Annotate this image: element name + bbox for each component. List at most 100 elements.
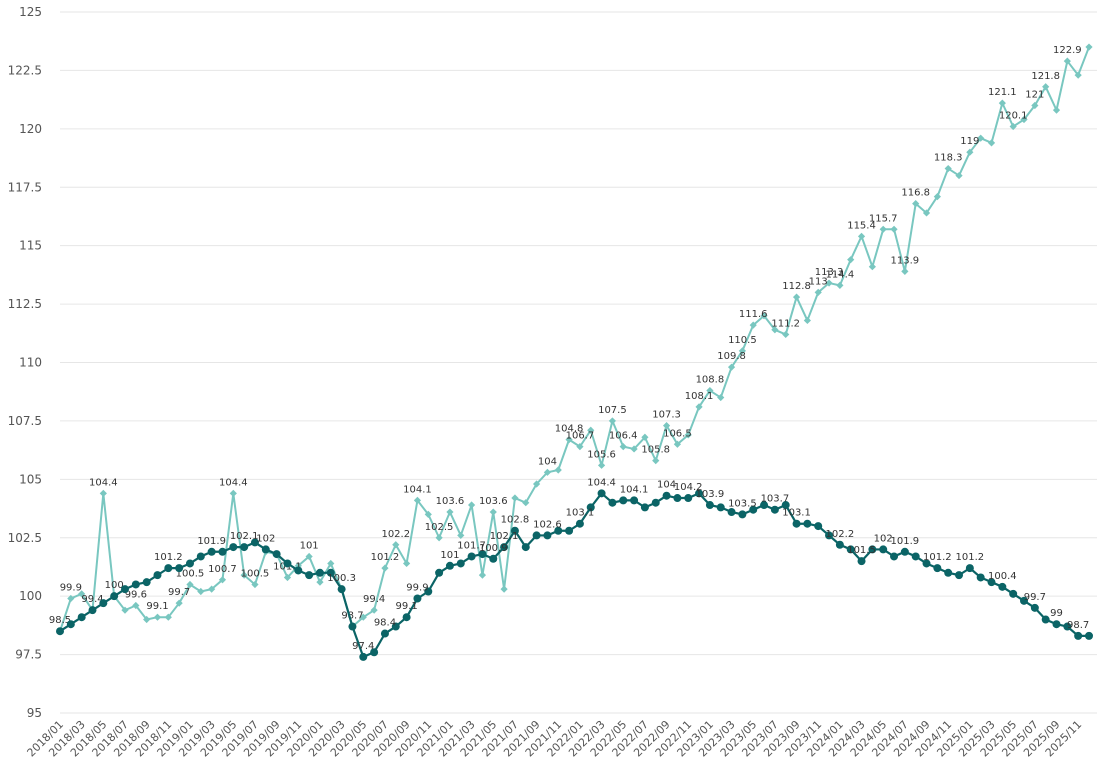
data-label: 121.1 — [988, 87, 1017, 98]
data-point — [229, 543, 238, 552]
data-point — [912, 200, 920, 208]
data-point — [879, 545, 888, 554]
data-label: 102.1 — [230, 531, 259, 542]
data-label: 121 — [1025, 89, 1044, 100]
data-point — [1063, 57, 1071, 65]
data-point — [402, 613, 411, 622]
data-point — [78, 590, 86, 598]
data-point — [684, 494, 693, 503]
data-label: 99.1 — [146, 601, 168, 612]
data-point — [131, 580, 140, 589]
data-point — [229, 489, 237, 497]
data-label: 104 — [538, 456, 557, 467]
data-point — [1030, 603, 1039, 612]
data-point — [640, 503, 649, 512]
data-point — [749, 505, 758, 514]
data-label: 101.2 — [154, 552, 183, 563]
data-label: 103.6 — [479, 496, 508, 507]
data-point — [760, 501, 769, 510]
data-point — [619, 496, 628, 505]
data-point — [998, 99, 1006, 107]
data-point — [359, 652, 368, 661]
data-label: 106.4 — [609, 431, 638, 442]
data-point — [868, 263, 876, 271]
data-label: 98.7 — [1067, 620, 1089, 631]
data-point — [1074, 71, 1082, 79]
data-point — [705, 501, 714, 510]
data-point — [88, 606, 97, 615]
data-point — [684, 431, 692, 439]
data-label: 100.7 — [208, 564, 237, 575]
data-point — [66, 620, 75, 629]
y-tick-label: 102.5 — [8, 531, 42, 545]
data-point — [240, 571, 248, 579]
data-point — [435, 568, 444, 577]
data-label: 109.8 — [717, 351, 746, 362]
data-label: 99.1 — [395, 601, 417, 612]
data-point — [521, 543, 530, 552]
data-label: 98.5 — [49, 615, 71, 626]
data-point — [922, 559, 931, 568]
data-point — [792, 519, 801, 528]
data-point — [641, 433, 649, 441]
data-label: 104.2 — [674, 482, 703, 493]
data-label: 103.1 — [566, 508, 595, 519]
data-point — [327, 559, 335, 568]
data-point — [457, 531, 465, 540]
data-point — [218, 576, 227, 584]
data-label: 104.4 — [219, 477, 248, 488]
data-point — [283, 559, 292, 568]
data-point — [673, 440, 681, 448]
data-point — [164, 613, 172, 621]
data-point — [99, 599, 108, 608]
data-point — [543, 531, 552, 540]
data-point — [803, 316, 811, 325]
data-point — [857, 557, 866, 566]
data-label: 99.7 — [168, 587, 190, 598]
data-point — [380, 629, 389, 638]
data-point — [305, 571, 314, 580]
data-point — [955, 171, 963, 180]
data-label: 116.8 — [901, 188, 930, 199]
data-point — [554, 526, 563, 535]
data-point — [110, 592, 119, 601]
data-label: 110.5 — [728, 335, 757, 346]
data-label: 102.2 — [826, 529, 855, 540]
data-label: 99.9 — [60, 583, 82, 594]
data-label: 99.4 — [363, 594, 385, 605]
data-point — [770, 505, 779, 514]
data-label: 100.4 — [988, 571, 1017, 582]
data-label: 112.8 — [782, 281, 811, 292]
data-label: 102.1 — [490, 531, 519, 542]
data-point — [467, 552, 476, 561]
data-label: 100.5 — [176, 568, 205, 579]
data-point — [1031, 101, 1039, 110]
data-point — [1042, 83, 1050, 91]
data-point — [868, 545, 877, 554]
data-point — [836, 281, 844, 289]
data-point — [1052, 620, 1061, 629]
data-label: 103.5 — [728, 498, 757, 509]
y-tick-label: 115 — [19, 239, 42, 253]
data-point — [142, 578, 151, 587]
data-point — [283, 573, 292, 582]
data-point — [511, 494, 519, 502]
data-point — [532, 480, 541, 488]
data-label: 102 — [256, 533, 275, 544]
data-label: 104.4 — [587, 477, 616, 488]
data-point — [587, 426, 595, 434]
data-point — [77, 613, 86, 622]
data-point — [99, 489, 107, 497]
data-label: 98.7 — [341, 611, 363, 622]
data-label: 102.6 — [533, 519, 562, 530]
data-point — [727, 508, 736, 517]
data-label: 101.5 — [847, 545, 876, 556]
data-point — [933, 564, 942, 573]
data-point — [586, 503, 595, 512]
data-label: 113.9 — [891, 255, 920, 266]
data-point — [565, 436, 573, 444]
gridlines — [60, 11, 1097, 714]
